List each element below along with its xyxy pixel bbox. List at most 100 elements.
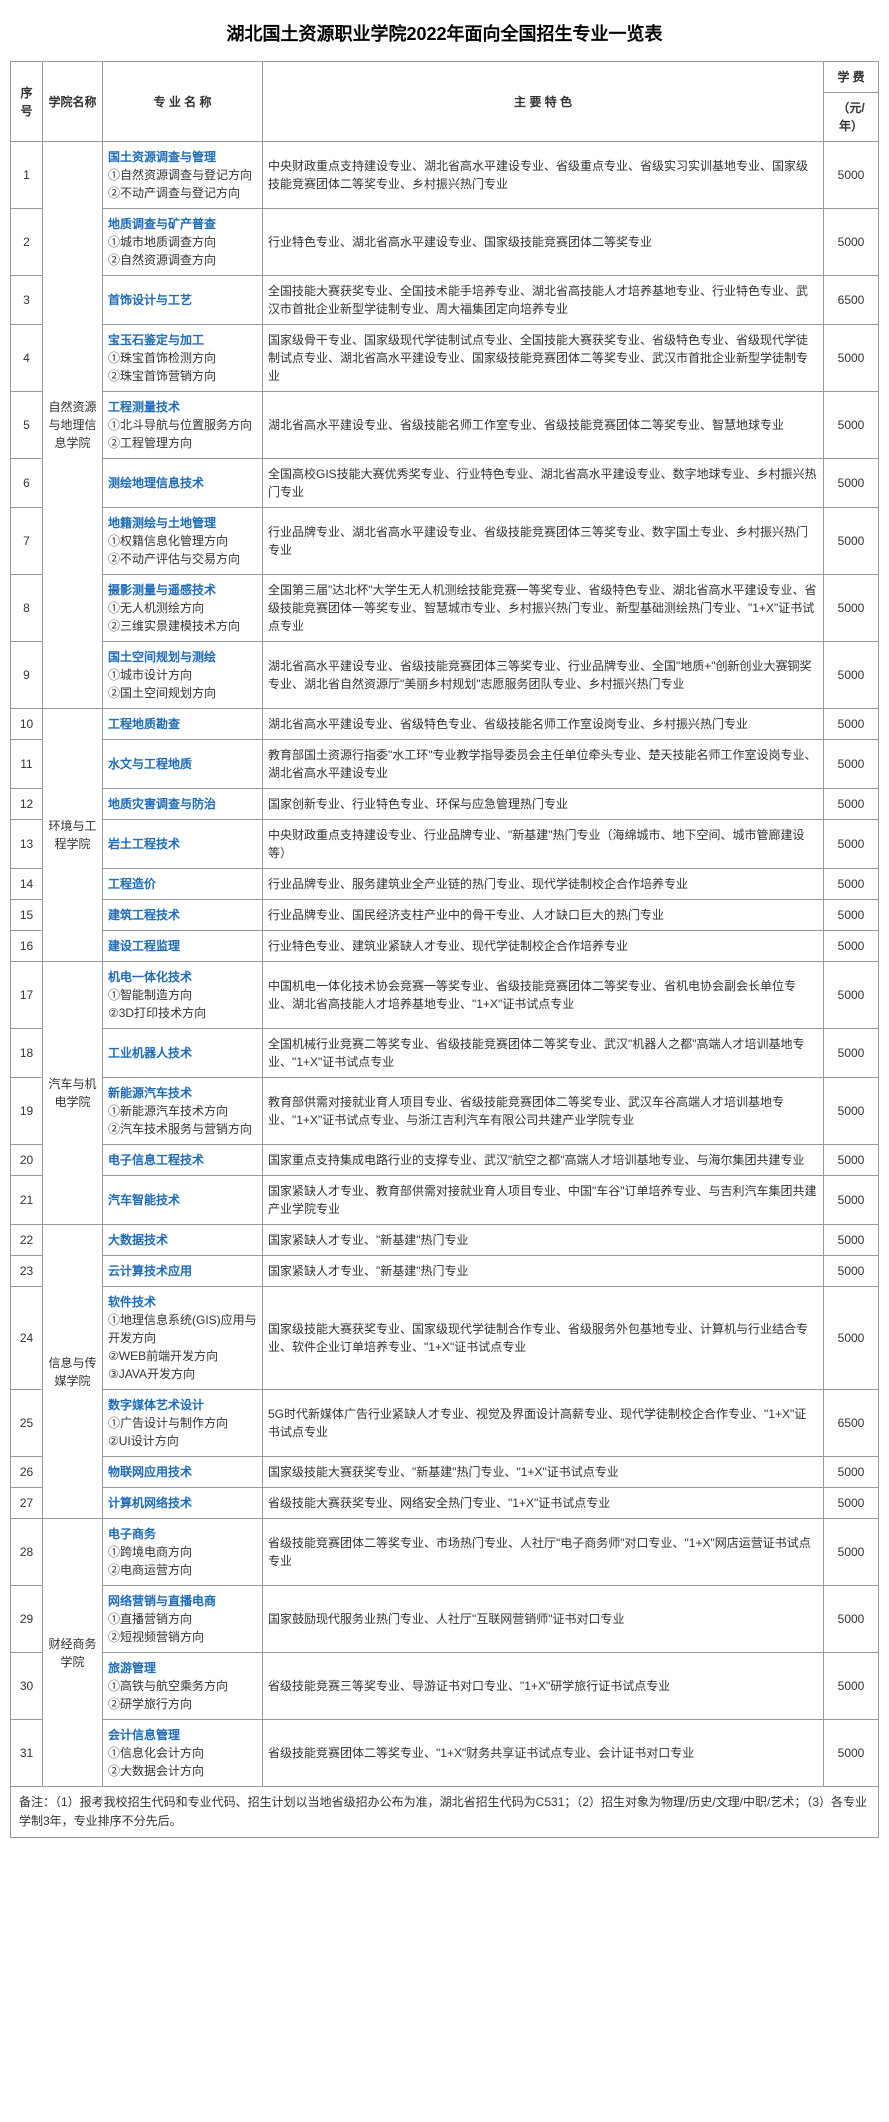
major-sub: ②珠宝首饰营销方向 (108, 369, 216, 383)
major-name: 会计信息管理 (108, 1728, 180, 1742)
cell-major: 物联网应用技术 (103, 1457, 263, 1488)
cell-fee: 5000 (824, 209, 879, 276)
cell-seq: 26 (11, 1457, 43, 1488)
cell-feature: 省级技能大赛获奖专业、网络安全热门专业、"1+X"证书试点专业 (263, 1488, 824, 1519)
table-row: 8摄影测量与遥感技术①无人机测绘方向②三维实景建模技术方向全国第三届"达北杯"大… (11, 575, 879, 642)
major-name: 网络营销与直播电商 (108, 1594, 216, 1608)
table-row: 21汽车智能技术国家紧缺人才专业、教育部供需对接就业育人项目专业、中国"车谷"订… (11, 1176, 879, 1225)
cell-fee: 5000 (824, 459, 879, 508)
cell-feature: 行业特色专业、建筑业紧缺人才专业、现代学徒制校企合作培养专业 (263, 931, 824, 962)
cell-major: 计算机网络技术 (103, 1488, 263, 1519)
cell-fee: 5000 (824, 325, 879, 392)
cell-feature: 全国高校GIS技能大赛优秀奖专业、行业特色专业、湖北省高水平建设专业、数字地球专… (263, 459, 824, 508)
major-sub: ①地理信息系统(GIS)应用与开发方向 (108, 1313, 257, 1345)
major-sub: ②WEB前端开发方向 (108, 1349, 218, 1363)
major-name: 新能源汽车技术 (108, 1086, 192, 1100)
cell-fee: 5000 (824, 1256, 879, 1287)
cell-seq: 10 (11, 709, 43, 740)
cell-major: 工程测量技术①北斗导航与位置服务方向②工程管理方向 (103, 392, 263, 459)
major-sub: ①智能制造方向 (108, 988, 192, 1002)
table-row: 3首饰设计与工艺全国技能大赛获奖专业、全国技术能手培养专业、湖北省高技能人才培养… (11, 276, 879, 325)
cell-major: 摄影测量与遥感技术①无人机测绘方向②三维实景建模技术方向 (103, 575, 263, 642)
table-row: 2地质调查与矿产普查①城市地质调查方向②自然资源调查方向行业特色专业、湖北省高水… (11, 209, 879, 276)
cell-major: 岩土工程技术 (103, 820, 263, 869)
cell-fee: 5000 (824, 789, 879, 820)
cell-seq: 22 (11, 1225, 43, 1256)
table-row: 1自然资源与地理信息学院国土资源调查与管理①自然资源调查与登记方向②不动产调查与… (11, 142, 879, 209)
cell-major: 地质调查与矿产普查①城市地质调查方向②自然资源调查方向 (103, 209, 263, 276)
major-sub: ①自然资源调查与登记方向 (108, 168, 252, 182)
cell-dept: 汽车与机电学院 (43, 962, 103, 1225)
cell-feature: 国家级骨干专业、国家级现代学徒制试点专业、全国技能大赛获奖专业、省级特色专业、省… (263, 325, 824, 392)
cell-feature: 全国机械行业竞赛二等奖专业、省级技能竞赛团体二等奖专业、武汉"机器人之都"高端人… (263, 1029, 824, 1078)
table-row: 30旅游管理①高铁与航空乘务方向②研学旅行方向省级技能竞赛三等奖专业、导游证书对… (11, 1653, 879, 1720)
cell-major: 电子商务①跨境电商方向②电商运营方向 (103, 1519, 263, 1586)
cell-seq: 19 (11, 1078, 43, 1145)
cell-fee: 5000 (824, 1078, 879, 1145)
major-name: 地质调查与矿产普查 (108, 217, 216, 231)
table-row: 22信息与传媒学院大数据技术国家紧缺人才专业、"新基建"热门专业5000 (11, 1225, 879, 1256)
cell-fee: 5000 (824, 1145, 879, 1176)
major-name: 机电一体化技术 (108, 970, 192, 984)
major-sub: ①新能源汽车技术方向 (108, 1104, 228, 1118)
table-row: 23云计算技术应用国家紧缺人才专业、"新基建"热门专业5000 (11, 1256, 879, 1287)
cell-feature: 国家级技能大赛获奖专业、国家级现代学徒制合作专业、省级服务外包基地专业、计算机与… (263, 1287, 824, 1390)
major-name: 国土空间规划与测绘 (108, 650, 216, 664)
cell-feature: 国家重点支持集成电路行业的支撑专业、武汉"航空之都"高端人才培训基地专业、与海尔… (263, 1145, 824, 1176)
major-sub: ①北斗导航与位置服务方向 (108, 418, 252, 432)
major-sub: ②大数据会计方向 (108, 1764, 204, 1778)
cell-major: 大数据技术 (103, 1225, 263, 1256)
table-row: 11水文与工程地质教育部国土资源行指委"水工环"专业教学指导委员会主任单位牵头专… (11, 740, 879, 789)
hdr-seq: 序号 (11, 62, 43, 142)
cell-fee: 5000 (824, 1287, 879, 1390)
table-row: 10环境与工程学院工程地质勘查湖北省高水平建设专业、省级特色专业、省级技能名师工… (11, 709, 879, 740)
major-name: 地籍测绘与土地管理 (108, 516, 216, 530)
major-sub: ①跨境电商方向 (108, 1545, 192, 1559)
cell-feature: 中央财政重点支持建设专业、行业品牌专业、"新基建"热门专业（海绵城市、地下空间、… (263, 820, 824, 869)
footer-note: 备注：（1）报考我校招生代码和专业代码、招生计划以当地省级招办公布为准，湖北省招… (11, 1787, 879, 1838)
cell-fee: 5000 (824, 575, 879, 642)
cell-feature: 中国机电一体化技术协会竞赛一等奖专业、省级技能竞赛团体二等奖专业、省机电协会副会… (263, 962, 824, 1029)
cell-major: 数字媒体艺术设计①广告设计与制作方向②UI设计方向 (103, 1390, 263, 1457)
cell-fee: 5000 (824, 1653, 879, 1720)
cell-feature: 行业品牌专业、国民经济支柱产业中的骨干专业、人才缺口巨大的热门专业 (263, 900, 824, 931)
cell-major: 国土资源调查与管理①自然资源调查与登记方向②不动产调查与登记方向 (103, 142, 263, 209)
major-name: 工程造价 (108, 877, 156, 891)
cell-feature: 全国第三届"达北杯"大学生无人机测绘技能竞赛一等奖专业、省级特色专业、湖北省高水… (263, 575, 824, 642)
cell-feature: 行业特色专业、湖北省高水平建设专业、国家级技能竞赛团体二等奖专业 (263, 209, 824, 276)
cell-seq: 25 (11, 1390, 43, 1457)
cell-seq: 23 (11, 1256, 43, 1287)
cell-seq: 13 (11, 820, 43, 869)
major-sub: ②UI设计方向 (108, 1434, 179, 1448)
cell-seq: 15 (11, 900, 43, 931)
cell-feature: 湖北省高水平建设专业、省级技能竞赛团体三等奖专业、行业品牌专业、全国"地质+"创… (263, 642, 824, 709)
table-row: 28财经商务学院电子商务①跨境电商方向②电商运营方向省级技能竞赛团体二等奖专业、… (11, 1519, 879, 1586)
cell-major: 建筑工程技术 (103, 900, 263, 931)
major-name: 工程地质勘查 (108, 717, 180, 731)
table-row: 20电子信息工程技术国家重点支持集成电路行业的支撑专业、武汉"航空之都"高端人才… (11, 1145, 879, 1176)
cell-fee: 5000 (824, 1457, 879, 1488)
major-sub: ③JAVA开发方向 (108, 1367, 195, 1381)
cell-fee: 5000 (824, 900, 879, 931)
cell-feature: 国家紧缺人才专业、教育部供需对接就业育人项目专业、中国"车谷"订单培养专业、与吉… (263, 1176, 824, 1225)
cell-fee: 5000 (824, 1225, 879, 1256)
major-sub: ②研学旅行方向 (108, 1697, 192, 1711)
cell-major: 工业机器人技术 (103, 1029, 263, 1078)
cell-fee: 5000 (824, 1720, 879, 1787)
cell-seq: 14 (11, 869, 43, 900)
major-name: 建设工程监理 (108, 939, 180, 953)
table-row: 5工程测量技术①北斗导航与位置服务方向②工程管理方向湖北省高水平建设专业、省级技… (11, 392, 879, 459)
cell-feature: 省级技能竞赛团体二等奖专业、市场热门专业、人社厅"电子商务师"对口专业、"1+X… (263, 1519, 824, 1586)
cell-seq: 16 (11, 931, 43, 962)
major-name: 摄影测量与遥感技术 (108, 583, 216, 597)
cell-seq: 27 (11, 1488, 43, 1519)
cell-major: 电子信息工程技术 (103, 1145, 263, 1176)
cell-major: 测绘地理信息技术 (103, 459, 263, 508)
table-row: 12地质灾害调查与防治国家创新专业、行业特色专业、环保与应急管理热门专业5000 (11, 789, 879, 820)
cell-feature: 省级技能竞赛三等奖专业、导游证书对口专业、"1+X"研学旅行证书试点专业 (263, 1653, 824, 1720)
major-name: 数字媒体艺术设计 (108, 1398, 204, 1412)
major-sub: ②国土空间规划方向 (108, 686, 216, 700)
major-name: 工业机器人技术 (108, 1046, 192, 1060)
major-sub: ②工程管理方向 (108, 436, 192, 450)
major-name: 旅游管理 (108, 1661, 156, 1675)
